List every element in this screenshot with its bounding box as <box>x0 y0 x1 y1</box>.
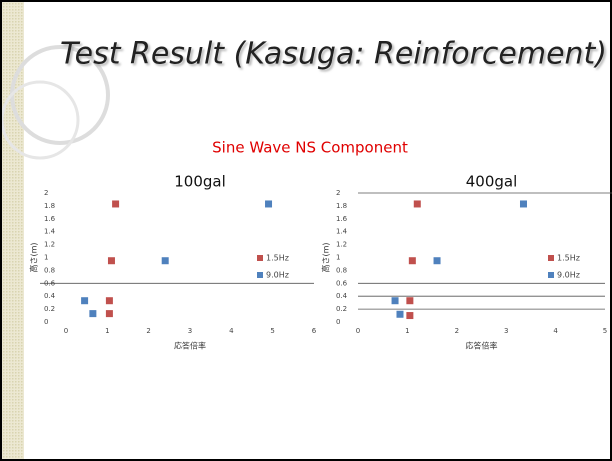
point <box>81 297 89 305</box>
legend-label: 9.0Hz <box>266 271 289 280</box>
x-tick-label: 1 <box>105 327 109 335</box>
y-tick-label: 1 <box>44 254 48 262</box>
y-tick-label: 1.4 <box>44 228 56 236</box>
x-tick-label: 4 <box>229 327 234 335</box>
y-tick-label: 0.8 <box>336 266 347 274</box>
x-tick-label: 0 <box>64 327 68 335</box>
chart-title: 100gal <box>174 173 226 191</box>
y-tick-label: 0.4 <box>44 292 56 300</box>
x-tick-label: 2 <box>146 327 150 335</box>
legend-swatch <box>548 255 554 261</box>
legend-label: 1.5Hz <box>266 254 289 263</box>
y-tick-label: 0.2 <box>336 305 347 313</box>
point <box>433 257 441 265</box>
x-tick-label: 3 <box>504 327 508 335</box>
point <box>89 310 97 318</box>
point <box>265 200 273 208</box>
y-tick-label: 0.4 <box>336 292 348 300</box>
x-tick-label: 1 <box>405 327 409 335</box>
legend-swatch <box>548 272 554 278</box>
point <box>105 297 113 305</box>
x-tick-label: 3 <box>188 327 192 335</box>
x-tick-label: 6 <box>312 327 317 335</box>
x-tick-label: 0 <box>356 327 360 335</box>
chart-title: 400gal <box>466 173 518 191</box>
y-axis-label: 高さ(m) <box>321 242 331 272</box>
y-tick-label: 2 <box>336 189 340 197</box>
y-tick-label: 0.6 <box>44 279 56 287</box>
point <box>391 297 399 305</box>
legend-swatch <box>257 272 263 278</box>
x-axis-label: 応答倍率 <box>174 341 206 351</box>
x-tick-label: 2 <box>455 327 459 335</box>
y-axis-label: 高さ(m) <box>29 242 39 272</box>
point <box>413 200 421 208</box>
point <box>396 310 404 318</box>
legend-label: 9.0Hz <box>557 271 580 280</box>
subtitle: Sine Wave NS Component <box>212 139 408 157</box>
legend-swatch <box>257 255 263 261</box>
x-axis-label: 応答倍率 <box>466 341 498 351</box>
y-tick-label: 1.2 <box>44 241 55 249</box>
y-tick-label: 0 <box>336 318 340 326</box>
y-tick-label: 0 <box>44 318 48 326</box>
y-tick-label: 1.6 <box>44 215 56 223</box>
y-tick-label: 0.6 <box>336 279 348 287</box>
x-tick-label: 4 <box>553 327 558 335</box>
slide-title: Test Result (Kasuga: Reinforcement) <box>60 37 607 72</box>
point <box>519 200 527 208</box>
point <box>406 297 414 305</box>
x-tick-label: 5 <box>270 327 274 335</box>
y-tick-label: 1.4 <box>336 228 348 236</box>
point <box>107 257 115 265</box>
y-tick-label: 1.2 <box>336 241 347 249</box>
y-tick-label: 0.2 <box>44 305 55 313</box>
y-tick-label: 1.6 <box>336 215 348 223</box>
y-tick-label: 1.8 <box>336 202 347 210</box>
legend-label: 1.5Hz <box>557 254 580 263</box>
point <box>161 257 169 265</box>
y-tick-label: 1.8 <box>44 202 55 210</box>
y-tick-label: 1 <box>336 254 340 262</box>
x-tick-label: 5 <box>603 327 607 335</box>
point <box>408 257 416 265</box>
y-tick-label: 0.8 <box>44 266 55 274</box>
point <box>406 312 414 320</box>
side-stripe <box>0 0 24 461</box>
point <box>105 310 113 318</box>
point <box>112 200 120 208</box>
y-tick-label: 2 <box>44 189 48 197</box>
